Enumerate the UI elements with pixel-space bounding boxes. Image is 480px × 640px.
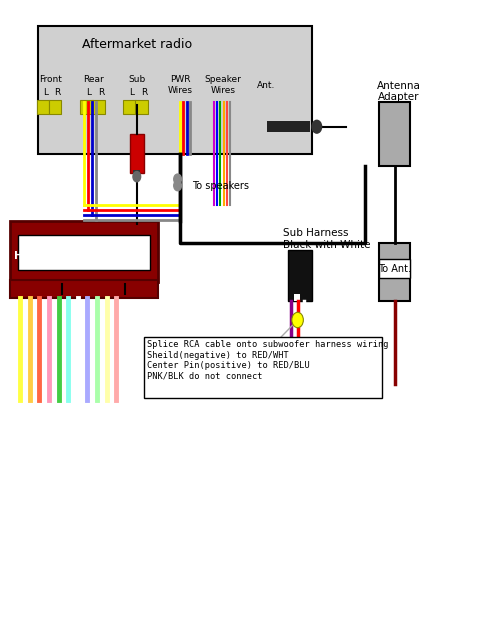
Bar — [80, 100, 93, 114]
Circle shape — [174, 180, 181, 191]
Circle shape — [292, 312, 303, 328]
Bar — [38, 26, 312, 154]
Text: Ant.: Ant. — [257, 81, 276, 90]
Text: Front: Front — [39, 76, 62, 84]
Text: Speaker: Speaker — [205, 76, 241, 84]
Bar — [49, 100, 61, 114]
Text: Antenna
Adapter: Antenna Adapter — [376, 81, 420, 102]
Circle shape — [312, 120, 322, 133]
Bar — [144, 337, 382, 398]
Bar — [379, 243, 410, 301]
Text: Wires: Wires — [168, 86, 192, 95]
Text: Rear: Rear — [83, 76, 104, 84]
Text: Wires: Wires — [211, 86, 236, 95]
Bar — [10, 221, 158, 282]
Text: Splice RCA cable onto subwoofer harness wiring
Sheild(negative) to RED/WHT
Cente: Splice RCA cable onto subwoofer harness … — [147, 340, 389, 381]
Circle shape — [174, 174, 181, 184]
Bar — [18, 235, 150, 270]
Text: Aftermarket radio: Aftermarket radio — [82, 38, 192, 51]
Text: PWR: PWR — [170, 76, 190, 84]
Text: L: L — [86, 88, 91, 97]
Text: Honda OEM Harness: Honda OEM Harness — [14, 251, 133, 261]
Circle shape — [133, 172, 141, 182]
Bar — [135, 100, 148, 114]
Text: R: R — [97, 88, 104, 97]
Text: To Ant.: To Ant. — [378, 264, 411, 274]
Text: L: L — [130, 88, 134, 97]
Bar — [294, 294, 300, 301]
Bar — [379, 259, 410, 278]
Text: Sub Harness
Black with White: Sub Harness Black with White — [283, 228, 371, 250]
Bar — [267, 121, 310, 132]
Bar — [379, 102, 410, 166]
Text: Sub: Sub — [128, 76, 145, 84]
Bar — [92, 100, 105, 114]
Text: R: R — [141, 88, 147, 97]
Text: To speakers: To speakers — [192, 180, 249, 191]
Text: R: R — [54, 88, 61, 97]
Bar — [130, 134, 144, 173]
Bar — [123, 100, 136, 114]
Bar — [10, 280, 158, 298]
Text: L: L — [43, 88, 48, 97]
Bar — [133, 170, 140, 177]
Bar — [288, 250, 312, 301]
Bar — [37, 100, 49, 114]
